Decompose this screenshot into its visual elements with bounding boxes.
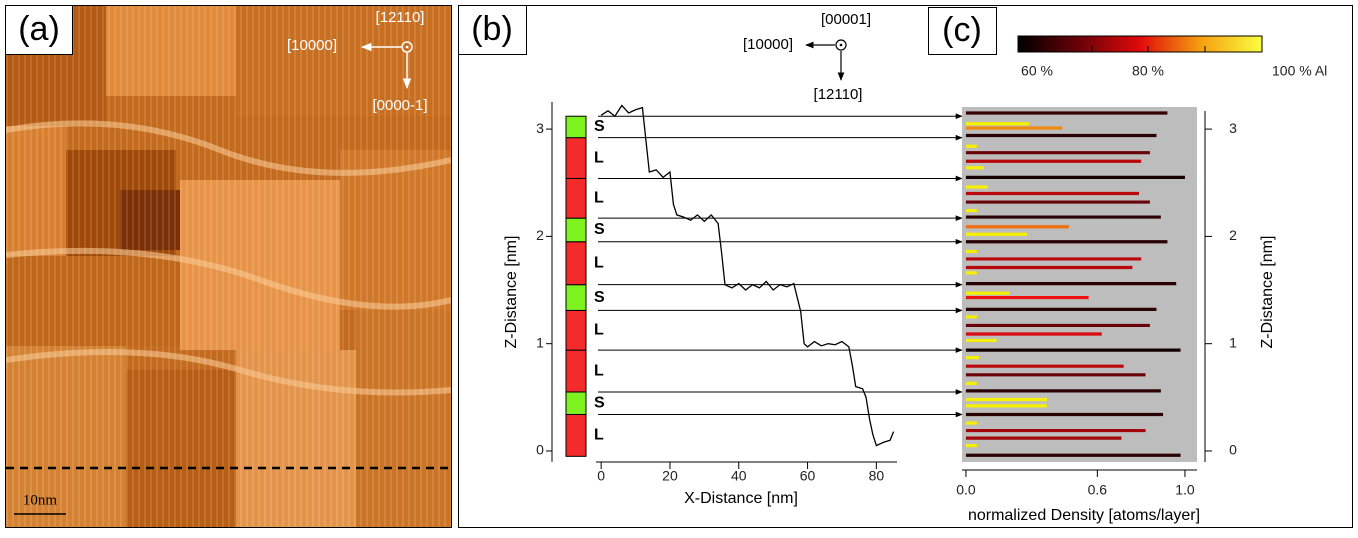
x-tick-label: 60 [800, 468, 816, 484]
layer-label: L [594, 321, 604, 338]
layer-label: L [594, 362, 604, 379]
x-axis-title: X-Distance [nm] [684, 490, 798, 507]
direction-label: [12110] [814, 86, 863, 103]
layer-label: L [594, 149, 604, 166]
panel-label: (c) [942, 11, 982, 49]
layer-label: S [594, 118, 605, 135]
panel-frame [5, 5, 452, 528]
y-tick-label: 1 [536, 334, 544, 350]
panel-label: (b) [471, 10, 513, 48]
layer [565, 284, 587, 311]
layer-label: L [594, 254, 604, 271]
layer [565, 177, 587, 219]
height-profile [600, 104, 895, 447]
layer [565, 115, 587, 139]
layer-label: L [594, 427, 604, 444]
panel-label-box [928, 7, 997, 55]
panel-label: (a) [18, 10, 60, 48]
y-tick-label: 3 [1229, 120, 1237, 136]
direction-label: [0000-1] [372, 97, 427, 114]
panel-frame [458, 5, 1353, 528]
y-tick-label: 1 [1229, 334, 1237, 350]
layer [565, 217, 587, 243]
y-axis-title: Z-Distance [nm] [1259, 236, 1276, 349]
x-tick-label: 40 [731, 468, 747, 484]
layer [565, 391, 587, 415]
y-tick-label: 3 [536, 120, 544, 136]
y-tick-label: 0 [1229, 442, 1237, 458]
layer-label: S [594, 394, 605, 411]
panel-label-box [5, 5, 73, 55]
layer-label: L [594, 190, 604, 207]
layer [565, 413, 587, 457]
direction-label: [12110] [376, 9, 425, 26]
colorbar-label: 80 % [1132, 63, 1164, 79]
layer [565, 137, 587, 179]
colorbar-label: 60 % [1021, 63, 1053, 79]
layer [565, 309, 587, 351]
colorbar [1017, 35, 1263, 53]
y-tick-label: 0 [536, 442, 544, 458]
x-tick-label: 1.0 [1175, 482, 1195, 498]
scale-bar-label: 10nm [23, 492, 58, 508]
y-axis-title: Z-Distance [nm] [503, 236, 520, 349]
layer [565, 349, 587, 393]
x-tick-label: 0 [597, 468, 605, 484]
compass [839, 43, 843, 47]
x-tick-label: 0.6 [1088, 482, 1108, 498]
y-tick-label: 2 [536, 227, 544, 243]
x-tick-label: 20 [662, 468, 678, 484]
panel-label-box [458, 5, 527, 55]
direction-label: [10000] [743, 36, 793, 53]
x-tick-label: 80 [869, 468, 885, 484]
x-tick-label: 0.0 [956, 482, 976, 498]
direction-label: [00001] [821, 11, 871, 28]
layer-label: S [594, 221, 605, 238]
y-tick-label: 2 [1229, 227, 1237, 243]
compass [405, 45, 409, 49]
compass [401, 41, 413, 53]
x-axis-title: normalized Density [atoms/layer] [968, 507, 1200, 524]
stm-image [6, 6, 451, 527]
compass [835, 39, 847, 51]
direction-label: [10000] [287, 37, 337, 54]
colorbar-label: 100 % Al [1272, 63, 1327, 79]
layer [565, 241, 587, 286]
layer-label: S [594, 289, 605, 306]
